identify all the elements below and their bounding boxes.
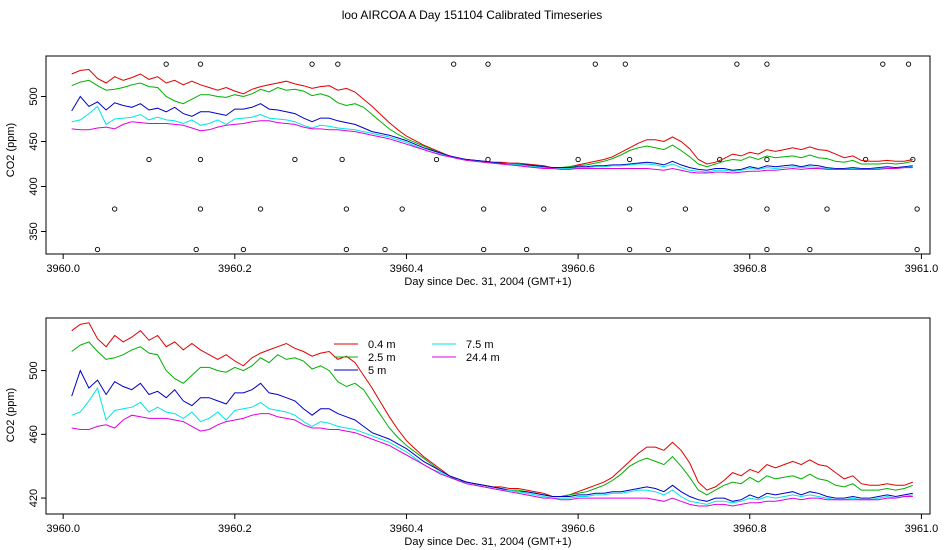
sample-point-marker <box>485 61 491 67</box>
sample-point-marker <box>764 206 770 212</box>
bottom-x-tick-label: 3960.0 <box>46 523 80 535</box>
sample-point-marker <box>880 61 886 67</box>
bottom-x-tick-label: 3960.8 <box>733 523 767 535</box>
sample-point-marker <box>163 61 169 67</box>
top-x-tick-label: 3961.0 <box>905 263 939 275</box>
bottom-y-axis-label: CO2 (ppm) <box>5 388 17 442</box>
sample-point-marker <box>433 156 440 163</box>
sample-point-marker <box>485 156 491 163</box>
sample-point-marker <box>764 61 770 67</box>
top-line-0-4-mm <box>71 68 913 169</box>
bottom-series-lines <box>71 322 913 507</box>
sample-point-marker <box>197 61 204 67</box>
bottom-y-tick-label: 500 <box>28 361 40 379</box>
sample-point-marker <box>451 61 457 67</box>
legend-label: 5 m <box>368 365 386 377</box>
top-x-tick-label: 3960.2 <box>218 263 252 275</box>
top-line-5-mm <box>71 95 913 171</box>
bottom-y-axis: 420 460 500 <box>28 361 46 507</box>
sample-point-marker <box>343 246 350 253</box>
top-point-markers <box>94 61 920 253</box>
sample-point-marker <box>146 156 152 163</box>
sample-point-marker <box>914 206 920 212</box>
sample-point-marker <box>94 246 101 253</box>
sample-point-marker <box>197 156 204 163</box>
top-y-tick-label: 500 <box>28 87 40 105</box>
bottom-x-tick-label: 3960.6 <box>561 523 595 535</box>
bottom-x-axis: 3960.0 3960.2 3960.4 3960.6 3960.8 3961.0 <box>46 514 938 535</box>
sample-point-marker <box>240 246 247 253</box>
sample-point-marker <box>335 61 341 67</box>
sample-point-marker <box>764 246 770 253</box>
sample-point-marker <box>292 156 298 163</box>
top-y-axis-label: CO2 (ppm) <box>5 123 17 177</box>
sample-point-marker <box>382 246 388 253</box>
bottom-plot-frame <box>45 317 931 515</box>
sample-point-marker <box>592 61 598 67</box>
top-y-tick-label: 350 <box>28 222 40 240</box>
top-series-lines <box>71 68 913 174</box>
legend-label: 0.4 m <box>368 339 396 351</box>
top-x-axis-label: Day since Dec. 31, 2004 (GMT+1) <box>404 276 571 288</box>
top-line-24-4-mm <box>71 120 913 174</box>
legend-label: 24.4 m <box>466 352 500 364</box>
top-x-tick-label: 3960.6 <box>561 263 595 275</box>
top-plot-frame <box>45 55 931 255</box>
top-x-tick-label: 3960.0 <box>46 263 80 275</box>
top-x-tick-label: 3960.4 <box>390 263 424 275</box>
bottom-line-5-mm <box>71 369 913 502</box>
bottom-x-axis-label: Day since Dec. 31, 2004 (GMT+1) <box>404 536 571 548</box>
bottom-x-tick-label: 3960.2 <box>218 523 252 535</box>
top-y-tick-label: 400 <box>28 177 40 195</box>
sample-point-marker <box>626 206 633 212</box>
sample-point-marker <box>257 206 264 212</box>
bottom-x-tick-label: 3960.4 <box>390 523 424 535</box>
sample-point-marker <box>339 156 345 163</box>
figure-title: loo AIRCOA A Day 151104 Calibrated Times… <box>342 8 603 22</box>
bottom-y-tick-label: 460 <box>28 425 40 443</box>
sample-point-marker <box>807 246 813 253</box>
sample-point-marker <box>914 246 920 253</box>
bottom-plot-panel: 420 460 500 3960.0 3960.2 3960.4 3960.6 3960.8… <box>5 317 938 548</box>
sample-point-marker <box>862 156 869 163</box>
legend-label: 2.5 m <box>368 352 396 364</box>
sample-point-marker <box>824 206 830 212</box>
sample-point-marker <box>575 156 581 163</box>
sample-point-marker <box>626 156 633 163</box>
sample-point-marker <box>197 206 204 212</box>
top-x-axis: 3960.0 3960.2 3960.4 3960.6 3960.8 3961.0 <box>46 254 938 275</box>
sample-point-marker <box>481 206 487 212</box>
legend: 0.4 m2.5 m5 m 7.5 m24.4 m <box>334 339 500 377</box>
sample-point-marker <box>764 156 770 163</box>
sample-point-marker <box>665 246 671 253</box>
top-y-tick-label: 450 <box>28 132 40 150</box>
sample-point-marker <box>343 206 350 212</box>
sample-point-marker <box>309 61 315 67</box>
sample-point-marker <box>622 61 628 67</box>
sample-point-marker <box>112 206 118 212</box>
sample-point-marker <box>682 206 689 212</box>
sample-point-marker <box>399 206 405 212</box>
sample-point-marker <box>905 61 912 67</box>
top-y-axis: 350 400 450 500 <box>28 87 46 241</box>
sample-point-marker <box>193 246 199 253</box>
bottom-y-tick-label: 420 <box>28 489 40 507</box>
sample-point-marker <box>734 61 740 67</box>
bottom-x-tick-label: 3961.0 <box>905 523 939 535</box>
top-x-tick-label: 3960.8 <box>733 263 767 275</box>
sample-point-marker <box>626 246 633 253</box>
bottom-line-24-4-mm <box>71 413 913 507</box>
legend-label: 7.5 m <box>466 339 494 351</box>
sample-point-marker <box>523 246 530 253</box>
sample-point-marker <box>541 206 547 212</box>
sample-point-marker <box>481 246 487 253</box>
